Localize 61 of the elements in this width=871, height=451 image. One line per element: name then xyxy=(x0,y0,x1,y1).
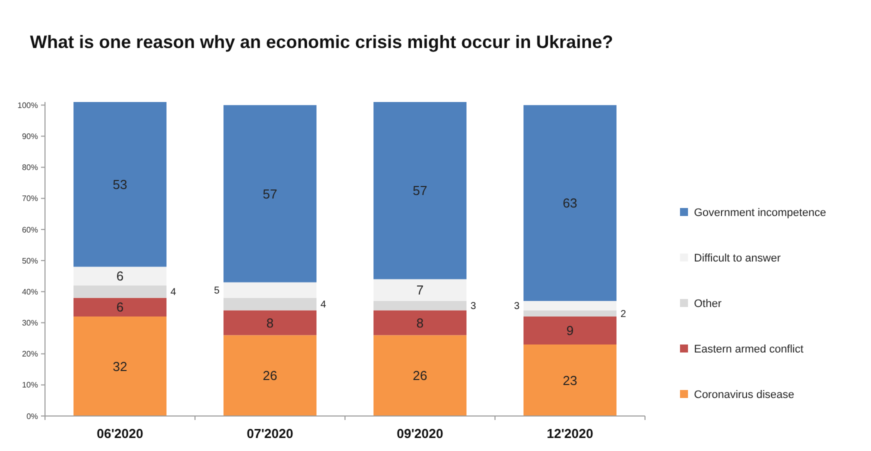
bar xyxy=(224,335,316,416)
bar xyxy=(524,105,616,301)
legend-label: Government incompetence xyxy=(694,206,826,219)
y-tick-label: 0% xyxy=(26,412,38,421)
data-label: 4 xyxy=(170,287,176,298)
data-label: 6 xyxy=(116,300,124,315)
legend-label: Coronavirus disease xyxy=(694,388,794,401)
data-label: 57 xyxy=(262,186,278,202)
bar xyxy=(524,300,616,310)
chart-title: What is one reason why an economic crisis might occur in Ukraine? xyxy=(30,32,614,52)
data-label: 9 xyxy=(566,323,574,338)
y-tick-label: 90% xyxy=(22,132,38,141)
data-label: 57 xyxy=(412,183,428,198)
y-tick-label: 10% xyxy=(22,380,38,390)
bar xyxy=(374,300,466,310)
data-label: 32 xyxy=(112,358,128,374)
legend-label: Eastern armed conflict xyxy=(694,343,804,356)
y-tick-label: 70% xyxy=(22,194,38,204)
bar xyxy=(524,316,616,344)
y-tick-label: 20% xyxy=(22,350,38,359)
x-tick-label: 07'2020 xyxy=(246,426,294,441)
y-tick-label: 30% xyxy=(22,318,38,328)
bar xyxy=(224,282,316,298)
x-tick-label: 09'2020 xyxy=(396,426,444,441)
bar xyxy=(74,298,166,317)
data-label: 7 xyxy=(416,282,424,298)
bar xyxy=(374,279,466,301)
bar xyxy=(374,335,466,416)
y-tick-label: 50% xyxy=(22,256,38,266)
data-label: 63 xyxy=(562,196,578,211)
legend-label: Difficult to answer xyxy=(694,252,781,264)
x-tick-label: 12'2020 xyxy=(546,426,594,441)
bar xyxy=(524,344,616,416)
y-tick-label: 60% xyxy=(22,225,38,234)
data-label: 2 xyxy=(620,308,626,320)
x-tick-label: 06'2020 xyxy=(96,426,144,441)
data-label: 3 xyxy=(514,301,520,312)
data-label: 4 xyxy=(320,300,326,311)
bar xyxy=(224,105,316,282)
legend-label: Other xyxy=(694,298,722,310)
y-tick-label: 100% xyxy=(18,100,38,110)
bar xyxy=(374,102,466,280)
data-label: 53 xyxy=(112,176,128,192)
data-label: 8 xyxy=(266,315,274,330)
bar xyxy=(524,310,616,317)
data-label: 6 xyxy=(116,268,124,284)
data-label: 5 xyxy=(214,286,220,297)
bar xyxy=(74,316,166,416)
y-tick-label: 40% xyxy=(22,287,38,296)
data-label: 3 xyxy=(470,301,476,312)
bar xyxy=(74,102,166,267)
bar xyxy=(224,310,316,336)
data-label: 8 xyxy=(416,315,424,330)
bar xyxy=(224,298,316,310)
data-label: 26 xyxy=(412,368,428,384)
data-label: 26 xyxy=(262,368,278,384)
bar xyxy=(74,285,166,298)
bar xyxy=(374,310,466,336)
y-tick-label: 80% xyxy=(22,163,38,172)
bar xyxy=(74,266,166,286)
data-label: 23 xyxy=(562,372,578,388)
